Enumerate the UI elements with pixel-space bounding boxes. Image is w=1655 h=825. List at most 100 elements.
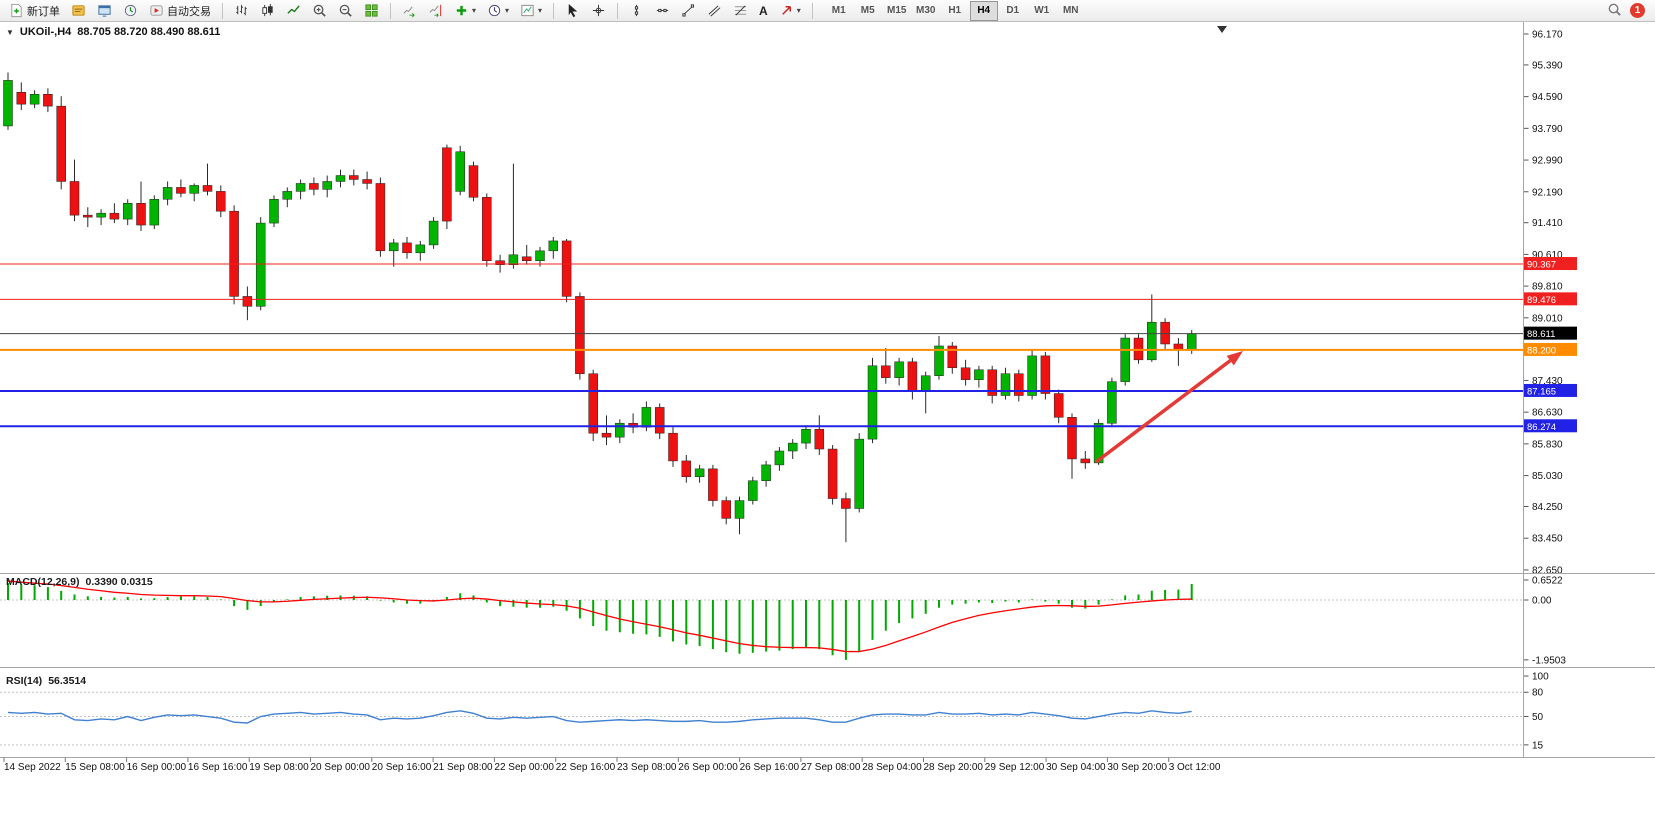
candle-body xyxy=(242,296,253,307)
rsi-tick-label: 15 xyxy=(1532,740,1544,751)
notification-badge[interactable]: 1 xyxy=(1630,3,1645,18)
price-badge-label: 90.367 xyxy=(1527,260,1556,271)
timeframe-w1-button[interactable]: W1 xyxy=(1028,1,1056,21)
channel-icon xyxy=(708,5,721,17)
candle-body xyxy=(349,175,359,180)
timeframe-d1-button[interactable]: D1 xyxy=(999,1,1027,21)
vertical-line-tool-button[interactable] xyxy=(624,1,649,21)
time-label: 23 Sep 08:00 xyxy=(617,762,677,773)
search-icon[interactable] xyxy=(1607,2,1622,20)
candle-body xyxy=(894,361,904,378)
price-badge xyxy=(1524,257,1577,271)
timeframe-h4-button[interactable]: H4 xyxy=(969,0,998,21)
toolbar-separator xyxy=(553,2,555,19)
candle-body xyxy=(575,296,585,374)
zoom-out-button[interactable] xyxy=(333,1,358,21)
price-tick-label: 87.430 xyxy=(1532,376,1563,387)
time-label: 22 Sep 16:00 xyxy=(556,762,616,773)
macd-tick-label: 0.00 xyxy=(1532,596,1552,607)
candle-body xyxy=(814,428,825,450)
text-tool-button[interactable]: A xyxy=(754,1,773,21)
strategy-tester-icon xyxy=(123,3,138,18)
candle-body xyxy=(668,432,678,462)
toolbar: 新订单 自动交易 xyxy=(0,0,1655,22)
price-tick-label: 89.010 xyxy=(1532,313,1563,324)
auto-scroll-button[interactable] xyxy=(397,1,422,21)
strategy-tester-button[interactable] xyxy=(118,1,143,21)
timeframe-h1-button[interactable]: H1 xyxy=(941,1,969,21)
candle-body xyxy=(881,365,891,378)
price-badge xyxy=(1524,342,1577,356)
candle-body xyxy=(694,468,705,478)
metaeditor-button[interactable] xyxy=(66,1,91,21)
indicators-add-button[interactable]: ▾ xyxy=(449,1,481,21)
candle-body xyxy=(1093,423,1104,464)
autotrading-button[interactable]: 自动交易 xyxy=(144,1,216,21)
tile-windows-button[interactable] xyxy=(359,1,384,21)
text-tool-label: A xyxy=(759,3,768,18)
crosshair-button[interactable] xyxy=(586,1,611,21)
time-label: 28 Sep 20:00 xyxy=(924,762,984,773)
arrows-tool-button[interactable]: ▾ xyxy=(774,1,806,21)
timeframe-m15-button[interactable]: M15 xyxy=(883,1,911,21)
new-order-button[interactable]: 新订单 xyxy=(4,1,65,21)
macd-indicator-label: MACD(12,26,9) 0.3390 0.0315 xyxy=(6,576,153,588)
candle-body xyxy=(801,428,811,444)
timeframe-m1-button[interactable]: M1 xyxy=(825,1,853,21)
zoom-in-button[interactable] xyxy=(307,1,332,21)
candle-body xyxy=(508,254,519,265)
candlestick-chart-button[interactable] xyxy=(255,1,280,21)
rsi-value: 56.3514 xyxy=(48,675,87,687)
candle-body xyxy=(708,468,718,501)
time-label: 22 Sep 00:00 xyxy=(494,762,554,773)
candle-body xyxy=(1120,337,1130,382)
candle-body xyxy=(521,256,532,261)
candle-body xyxy=(482,197,492,261)
caret-down-icon: ▾ xyxy=(538,5,543,15)
toolbar-separator xyxy=(617,2,619,19)
time-label: 16 Sep 16:00 xyxy=(188,762,248,773)
price-tick-label: 94.590 xyxy=(1532,92,1563,103)
trend-arrow-head[interactable] xyxy=(1226,351,1243,366)
terminal-button[interactable] xyxy=(92,1,117,21)
price-badge-label: 89.476 xyxy=(1527,295,1556,306)
candle-body xyxy=(734,500,745,519)
candle-body xyxy=(96,212,106,218)
candle-body xyxy=(362,179,372,184)
templates-button[interactable]: ▾ xyxy=(515,1,547,21)
timeframe-mn-button[interactable]: MN xyxy=(1057,1,1085,21)
chart-shift-button[interactable] xyxy=(423,1,448,21)
timeframe-group: M1 M5 M15 M30 H1 H4 D1 W1 MN xyxy=(825,0,1085,21)
timeframe-m30-button[interactable]: M30 xyxy=(912,1,940,21)
candle-body xyxy=(601,432,612,438)
trendline-icon xyxy=(682,4,695,17)
candle-body xyxy=(867,365,878,440)
candle-body xyxy=(561,240,572,297)
rsi-indicator-label: RSI(14) 56.3514 xyxy=(6,675,86,687)
price-badge xyxy=(1524,292,1577,306)
trend-arrow-line[interactable] xyxy=(1094,359,1232,464)
cursor-button[interactable] xyxy=(560,1,585,21)
timeframe-m5-button[interactable]: M5 xyxy=(854,1,882,21)
zoom-out-icon xyxy=(339,4,352,17)
candle-body xyxy=(615,423,625,438)
candle-body xyxy=(269,199,279,224)
candle-body xyxy=(960,367,971,380)
channel-tool-button[interactable] xyxy=(702,1,727,21)
one-click-trading-toggle[interactable]: ▼ xyxy=(6,27,14,37)
fibonacci-tool-button[interactable] xyxy=(728,1,753,21)
line-chart-button[interactable] xyxy=(281,1,306,21)
candle-body xyxy=(1160,321,1170,345)
horizontal-line-tool-button[interactable] xyxy=(650,1,675,21)
periods-button[interactable]: ▾ xyxy=(482,1,514,21)
candle-body xyxy=(1000,373,1011,396)
bar-chart-button[interactable] xyxy=(229,1,254,21)
trendline-tool-button[interactable] xyxy=(676,1,701,21)
chart-shift-marker[interactable] xyxy=(1217,26,1227,33)
periods-clock-icon xyxy=(488,4,501,17)
price-badge-label: 87.165 xyxy=(1527,386,1556,397)
rsi-tick-label: 50 xyxy=(1532,712,1544,723)
candle-body xyxy=(1027,355,1037,396)
candle-body xyxy=(920,375,931,392)
